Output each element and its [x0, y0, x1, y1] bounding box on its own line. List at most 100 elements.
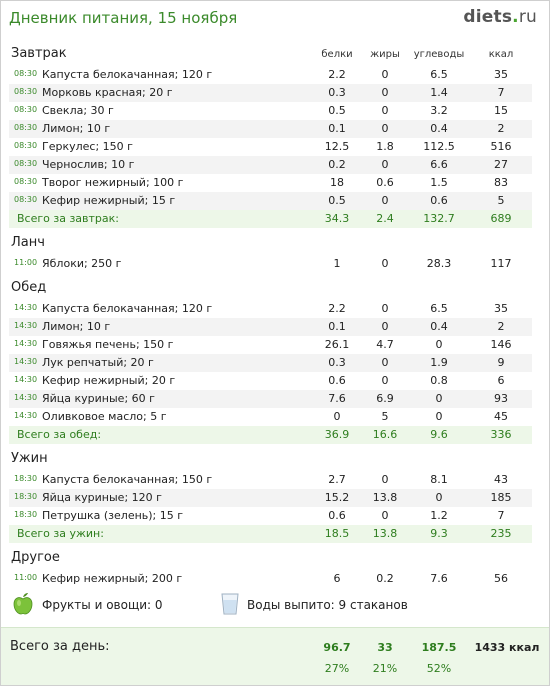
total-fat: 13.8	[372, 527, 398, 540]
carbs-value: 3.2	[430, 104, 448, 117]
kcal-value: 5	[497, 194, 505, 207]
food-name[interactable]: Морковь красная; 20 г	[42, 86, 173, 99]
meal-time: 18:30	[14, 474, 38, 483]
kcal-value: 43	[494, 473, 508, 486]
total-fat: 2.4	[376, 212, 394, 225]
section-title-breakfast: Завтрак	[11, 46, 67, 61]
food-row: 14:30 Кефир нежирный; 20 г 0.6 0 0.8 6	[9, 372, 532, 390]
kcal-value: 9	[497, 356, 505, 369]
day-protein-percent: 27%	[324, 662, 350, 675]
fat-value: 0	[381, 68, 389, 81]
carbs-value: 0	[435, 410, 443, 423]
protein-value: 0.3	[328, 86, 346, 99]
food-row: 14:30 Яйца куриные; 60 г 7.6 6.9 0 93	[9, 390, 532, 408]
food-name[interactable]: Яйца куриные; 60 г	[42, 392, 155, 405]
kcal-value: 35	[494, 68, 508, 81]
total-carbs: 9.6	[430, 428, 448, 441]
fat-value: 4.7	[376, 338, 394, 351]
food-name[interactable]: Капуста белокачанная; 120 г	[42, 302, 213, 315]
food-name[interactable]: Капуста белокачанная; 120 г	[42, 68, 213, 81]
food-name[interactable]: Яблоки; 250 г	[42, 257, 122, 270]
protein-value: 2.7	[328, 473, 346, 486]
fat-value: 0	[381, 122, 389, 135]
food-row: 18:30 Капуста белокачанная; 150 г 2.7 0 8.1 4…	[9, 471, 532, 489]
carbs-value: 0.4	[430, 122, 448, 135]
food-name[interactable]: Геркулес; 150 г	[42, 140, 133, 153]
page-title: Дневник питания, 15 ноября	[9, 9, 238, 27]
meal-time: 08:30	[14, 177, 38, 186]
food-row: 11:00 Яблоки; 250 г 1 0 28.3 117	[9, 255, 532, 273]
total-protein: 34.3	[324, 212, 350, 225]
day-total-kcal: 1433 ккал	[474, 641, 540, 654]
food-name[interactable]: Кефир нежирный; 15 г	[42, 194, 176, 207]
protein-value: 0.1	[328, 122, 346, 135]
carbs-value: 0.4	[430, 320, 448, 333]
meal-time: 11:00	[14, 573, 38, 582]
carbs-value: 6.6	[430, 158, 448, 171]
food-name[interactable]: Кефир нежирный; 200 г	[42, 572, 183, 585]
protein-value: 0.5	[328, 194, 346, 207]
fat-value: 0.6	[376, 176, 394, 189]
total-kcal: 689	[490, 212, 512, 225]
food-name[interactable]: Говяжья печень; 150 г	[42, 338, 174, 351]
section-title-other: Другое	[11, 550, 60, 565]
meal-time: 08:30	[14, 159, 38, 168]
food-row: 08:30 Кефир нежирный; 15 г 0.5 0 0.6 5	[9, 192, 532, 210]
protein-value: 7.6	[328, 392, 346, 405]
carbs-value: 0	[435, 491, 443, 504]
fat-value: 0	[381, 257, 389, 270]
food-name[interactable]: Кефир нежирный; 20 г	[42, 374, 176, 387]
protein-value: 12.5	[324, 140, 350, 153]
fat-value: 13.8	[372, 491, 398, 504]
carbs-value: 0	[435, 392, 443, 405]
protein-value: 0.3	[328, 356, 346, 369]
food-name[interactable]: Творог нежирный; 100 г	[42, 176, 184, 189]
food-name[interactable]: Оливковое масло; 5 г	[42, 410, 167, 423]
meal-time: 18:30	[14, 492, 38, 501]
kcal-value: 185	[490, 491, 512, 504]
carbs-value: 0.8	[430, 374, 448, 387]
meal-time: 14:30	[14, 303, 38, 312]
total-protein: 18.5	[324, 527, 350, 540]
col-header-protein: белки	[321, 49, 353, 60]
day-total-carbs: 187.5	[421, 641, 457, 654]
total-fat: 16.6	[372, 428, 398, 441]
protein-value: 1	[333, 257, 341, 270]
section-total-row: Всего за ужин: 18.5 13.8 9.3 235	[9, 525, 532, 543]
total-carbs: 132.7	[423, 212, 455, 225]
protein-value: 0.6	[328, 374, 346, 387]
meal-time: 08:30	[14, 195, 38, 204]
protein-value: 0.1	[328, 320, 346, 333]
page-header: Дневник питания, 15 ноября diets.ru	[1, 1, 549, 37]
food-row: 11:00 Кефир нежирный; 200 г 6 0.2 7.6 56	[9, 570, 532, 588]
food-name[interactable]: Яйца куриные; 120 г	[42, 491, 162, 504]
fat-value: 0	[381, 302, 389, 315]
food-row: 08:30 Творог нежирный; 100 г 18 0.6 1.5 83	[9, 174, 532, 192]
food-name[interactable]: Свекла; 30 г	[42, 104, 114, 117]
section-total-row: Всего за обед: 36.9 16.6 9.6 336	[9, 426, 532, 444]
total-protein: 36.9	[324, 428, 350, 441]
kcal-value: 2	[497, 320, 505, 333]
food-name[interactable]: Лук репчатый; 20 г	[42, 356, 154, 369]
section-total-label: Всего за завтрак:	[17, 212, 120, 225]
food-name[interactable]: Капуста белокачанная; 150 г	[42, 473, 213, 486]
carbs-value: 6.5	[430, 68, 448, 81]
meal-time: 08:30	[14, 141, 38, 150]
food-name[interactable]: Лимон; 10 г	[42, 122, 111, 135]
food-name[interactable]: Чернослив; 10 г	[42, 158, 135, 171]
meal-time: 11:00	[14, 258, 38, 267]
protein-value: 0.5	[328, 104, 346, 117]
meal-time: 14:30	[14, 339, 38, 348]
carbs-value: 7.6	[430, 572, 448, 585]
fat-value: 0	[381, 86, 389, 99]
food-name[interactable]: Лимон; 10 г	[42, 320, 111, 333]
section-title-supper: Ужин	[11, 451, 48, 466]
food-row: 08:30 Морковь красная; 20 г 0.3 0 1.4 7	[9, 84, 532, 102]
food-row: 08:30 Лимон; 10 г 0.1 0 0.4 2	[9, 120, 532, 138]
food-row: 14:30 Лимон; 10 г 0.1 0 0.4 2	[9, 318, 532, 336]
site-logo[interactable]: diets.ru	[463, 7, 537, 27]
food-row: 14:30 Говяжья печень; 150 г 26.1 4.7 0 146	[9, 336, 532, 354]
carbs-value: 0.6	[430, 194, 448, 207]
fat-value: 0	[381, 473, 389, 486]
food-name[interactable]: Петрушка (зелень); 15 г	[42, 509, 184, 522]
